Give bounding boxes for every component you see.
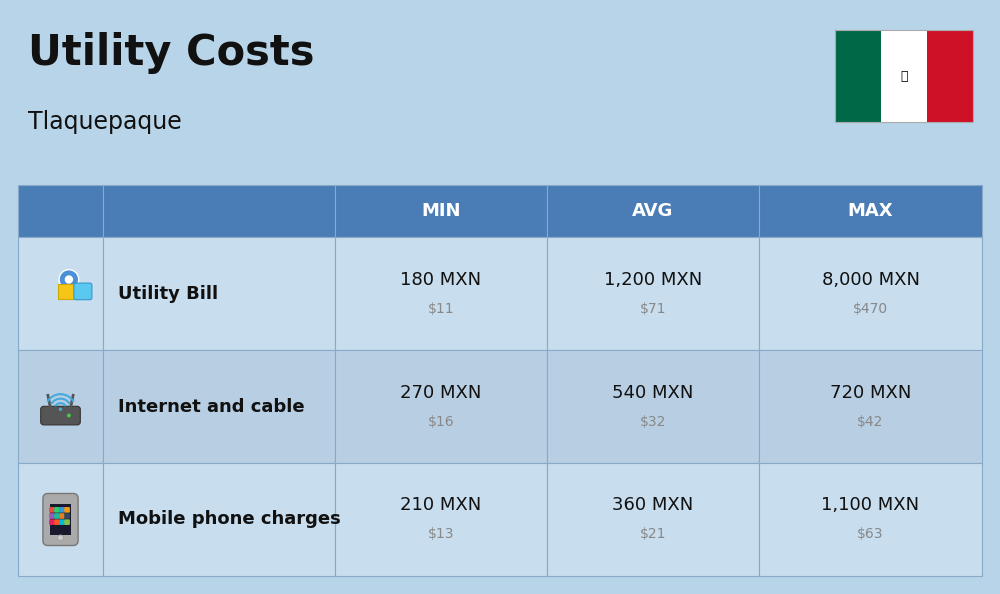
FancyBboxPatch shape — [49, 513, 55, 519]
FancyBboxPatch shape — [881, 30, 927, 122]
FancyBboxPatch shape — [335, 350, 547, 463]
FancyBboxPatch shape — [59, 519, 65, 525]
Text: $71: $71 — [640, 302, 666, 315]
Text: $63: $63 — [857, 527, 884, 542]
FancyBboxPatch shape — [103, 463, 335, 576]
FancyBboxPatch shape — [547, 463, 759, 576]
Text: 210 MXN: 210 MXN — [400, 497, 482, 514]
FancyBboxPatch shape — [54, 519, 60, 525]
FancyBboxPatch shape — [927, 30, 973, 122]
Text: $470: $470 — [853, 302, 888, 315]
Text: $42: $42 — [857, 415, 884, 428]
FancyBboxPatch shape — [759, 237, 982, 350]
Text: $16: $16 — [428, 415, 454, 428]
FancyBboxPatch shape — [59, 513, 65, 519]
FancyBboxPatch shape — [58, 284, 77, 299]
FancyBboxPatch shape — [18, 350, 103, 463]
FancyBboxPatch shape — [74, 283, 92, 300]
FancyBboxPatch shape — [759, 185, 982, 237]
Circle shape — [67, 413, 71, 418]
FancyBboxPatch shape — [759, 350, 982, 463]
FancyBboxPatch shape — [335, 463, 547, 576]
Text: $13: $13 — [428, 527, 454, 542]
Text: Internet and cable: Internet and cable — [118, 397, 305, 415]
Circle shape — [59, 407, 62, 411]
FancyBboxPatch shape — [59, 507, 65, 513]
FancyBboxPatch shape — [54, 507, 60, 513]
FancyBboxPatch shape — [547, 237, 759, 350]
Circle shape — [59, 270, 79, 289]
FancyBboxPatch shape — [54, 513, 60, 519]
Text: MAX: MAX — [848, 202, 893, 220]
Text: Tlaquepaque: Tlaquepaque — [28, 110, 182, 134]
Text: 🦅: 🦅 — [900, 69, 908, 83]
FancyBboxPatch shape — [18, 463, 103, 576]
FancyBboxPatch shape — [64, 507, 70, 513]
Text: 8,000 MXN: 8,000 MXN — [822, 270, 920, 289]
Text: 360 MXN: 360 MXN — [612, 497, 694, 514]
FancyBboxPatch shape — [64, 519, 70, 525]
Text: Utility Costs: Utility Costs — [28, 32, 314, 74]
Circle shape — [58, 535, 63, 541]
Text: 720 MXN: 720 MXN — [830, 384, 911, 402]
Text: MIN: MIN — [421, 202, 461, 220]
Text: 540 MXN: 540 MXN — [612, 384, 694, 402]
Text: AVG: AVG — [632, 202, 674, 220]
FancyBboxPatch shape — [18, 185, 103, 237]
FancyBboxPatch shape — [103, 350, 335, 463]
FancyBboxPatch shape — [103, 185, 335, 237]
FancyBboxPatch shape — [50, 504, 71, 535]
FancyBboxPatch shape — [835, 30, 881, 122]
FancyBboxPatch shape — [335, 185, 547, 237]
FancyBboxPatch shape — [335, 237, 547, 350]
FancyBboxPatch shape — [64, 513, 70, 519]
Text: Utility Bill: Utility Bill — [118, 285, 218, 302]
FancyBboxPatch shape — [49, 519, 55, 525]
Text: Mobile phone charges: Mobile phone charges — [118, 510, 341, 529]
FancyBboxPatch shape — [547, 185, 759, 237]
Text: $32: $32 — [640, 415, 666, 428]
Text: 1,200 MXN: 1,200 MXN — [604, 270, 702, 289]
FancyBboxPatch shape — [49, 507, 55, 513]
FancyBboxPatch shape — [43, 494, 78, 545]
FancyBboxPatch shape — [759, 463, 982, 576]
FancyBboxPatch shape — [103, 237, 335, 350]
Circle shape — [65, 275, 73, 284]
Text: $11: $11 — [428, 302, 454, 315]
FancyBboxPatch shape — [547, 350, 759, 463]
Text: 180 MXN: 180 MXN — [400, 270, 482, 289]
Text: $21: $21 — [640, 527, 666, 542]
Text: 1,100 MXN: 1,100 MXN — [821, 497, 920, 514]
FancyBboxPatch shape — [41, 406, 80, 425]
Text: 270 MXN: 270 MXN — [400, 384, 482, 402]
FancyBboxPatch shape — [18, 237, 103, 350]
